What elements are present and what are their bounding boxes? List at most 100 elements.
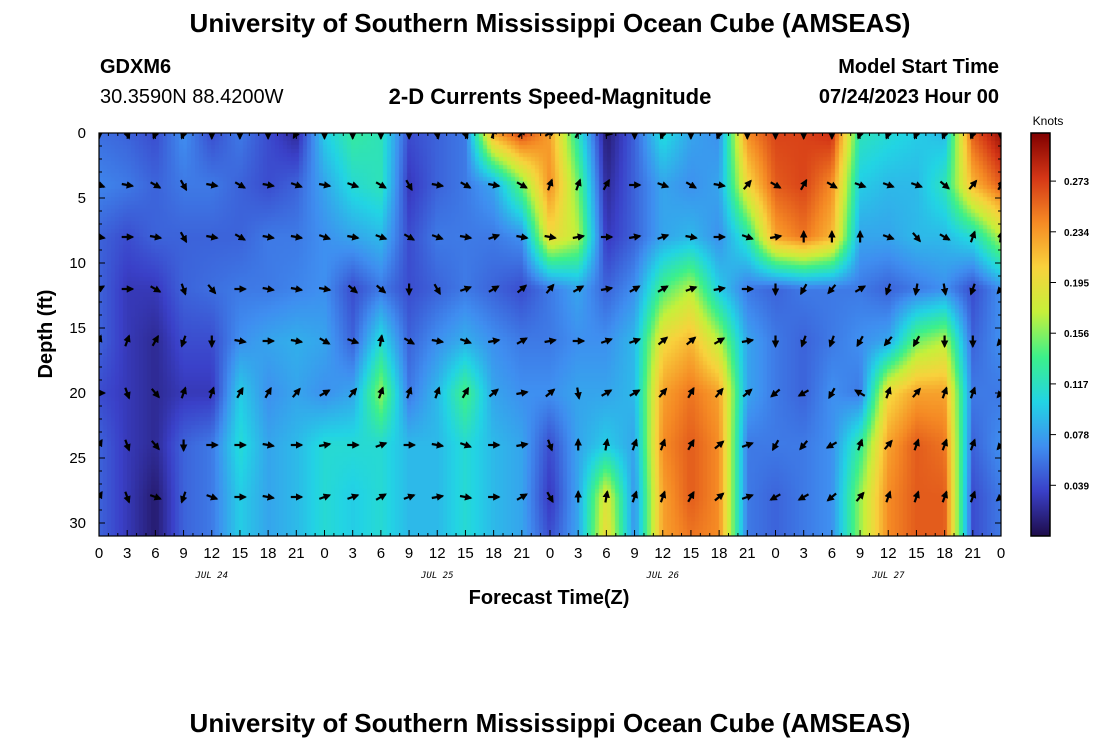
current-vector — [461, 133, 469, 140]
current-vector — [659, 133, 667, 140]
current-vector — [629, 337, 642, 345]
current-vector — [797, 389, 810, 397]
current-vector — [545, 283, 555, 294]
current-vector — [940, 438, 948, 451]
model-start-date: 07/24/2023 Hour 00 — [818, 86, 999, 108]
x-tick-label: 9 — [405, 545, 413, 562]
current-vector — [516, 233, 529, 241]
current-vector — [714, 440, 725, 450]
x-tick-label: 12 — [880, 545, 897, 562]
current-vector — [713, 285, 726, 293]
current-vector — [377, 386, 385, 399]
current-vector — [600, 337, 613, 345]
current-vector — [206, 181, 219, 189]
current-vector — [234, 233, 246, 241]
day-label: JUL 25 — [420, 571, 454, 581]
x-tick-label: 0 — [997, 545, 1005, 562]
current-vector — [488, 388, 499, 398]
current-vector — [800, 335, 808, 348]
current-vector — [431, 181, 445, 189]
current-vector — [179, 231, 188, 244]
current-vector — [546, 439, 554, 452]
current-vectors — [99, 133, 1001, 504]
current-vector — [262, 233, 275, 241]
station-coordinates: 30.3590N 88.4200W — [100, 86, 284, 108]
current-vector — [827, 284, 837, 295]
x-tick-label: 12 — [203, 545, 220, 562]
current-vector — [997, 230, 1001, 243]
colorbar-tick-label: 0.117 — [1064, 380, 1089, 391]
current-vector — [939, 180, 950, 190]
colorbar-scale — [1030, 132, 1051, 537]
current-vector — [152, 133, 160, 140]
y-axis: 0 5 10 15 20 25 30 — [69, 125, 1001, 537]
current-vector — [149, 233, 163, 241]
current-vector — [969, 230, 977, 243]
x-tick-label: 3 — [349, 545, 357, 562]
current-vector — [828, 387, 836, 400]
current-vector — [630, 490, 638, 503]
current-vector — [433, 386, 441, 399]
current-vector — [516, 441, 529, 449]
day-label: JUL 26 — [645, 571, 679, 581]
current-vector — [574, 178, 582, 191]
current-vector — [939, 233, 951, 241]
current-vector — [405, 386, 413, 399]
current-vector — [123, 133, 131, 140]
heatmap-area — [99, 133, 1001, 536]
current-vector — [884, 283, 892, 296]
current-vector — [291, 387, 301, 398]
colorbar-tick-label: 0.078 — [1064, 431, 1089, 442]
current-vector — [912, 490, 920, 503]
current-vector — [433, 283, 441, 296]
current-vector — [347, 181, 360, 189]
current-vector — [912, 438, 920, 451]
model-start-label: Model Start Time — [838, 56, 999, 78]
current-vector — [433, 133, 441, 140]
current-vector — [742, 388, 753, 398]
x-tick-label: 15 — [908, 545, 925, 562]
current-vector — [377, 334, 385, 347]
colorbar-tick-label: 0.039 — [1064, 481, 1089, 492]
current-vector — [206, 233, 219, 241]
current-vector — [459, 493, 473, 501]
current-vector — [431, 233, 444, 241]
current-vector — [150, 181, 162, 189]
current-vector — [99, 233, 106, 241]
day-label: JUL 27 — [871, 571, 905, 581]
current-vector — [431, 337, 445, 345]
current-vector — [574, 387, 582, 400]
current-vector — [546, 491, 554, 504]
current-vector — [99, 181, 106, 189]
current-vector — [375, 493, 387, 501]
x-tick-label: 6 — [828, 545, 836, 562]
current-vector — [940, 283, 949, 296]
x-tick-label: 3 — [800, 545, 808, 562]
station-id: GDXM6 — [100, 56, 172, 78]
current-vector — [459, 233, 473, 241]
y-tick-label: 10 — [69, 255, 86, 272]
current-vector — [405, 179, 413, 192]
current-vector — [516, 181, 528, 189]
current-vector — [685, 181, 697, 189]
current-vector — [969, 133, 977, 140]
current-vector — [854, 285, 867, 293]
current-vector — [99, 285, 106, 293]
colorbar-tick-label: 0.273 — [1064, 177, 1089, 188]
current-vector — [854, 389, 866, 397]
y-tick-label: 5 — [78, 190, 86, 207]
current-vector — [825, 441, 838, 449]
current-vector — [658, 387, 668, 398]
current-vector — [657, 233, 670, 241]
current-vector — [854, 181, 867, 189]
current-vector — [687, 386, 695, 399]
current-vector — [601, 389, 613, 397]
current-vector — [488, 233, 501, 241]
current-vector — [262, 285, 275, 293]
current-vector — [206, 493, 219, 501]
x-tick-label: 21 — [964, 545, 981, 562]
colorbar-tick-label: 0.234 — [1064, 228, 1089, 239]
current-vector — [180, 133, 188, 140]
current-vector — [262, 493, 275, 501]
x-tick-label: 12 — [429, 545, 446, 562]
